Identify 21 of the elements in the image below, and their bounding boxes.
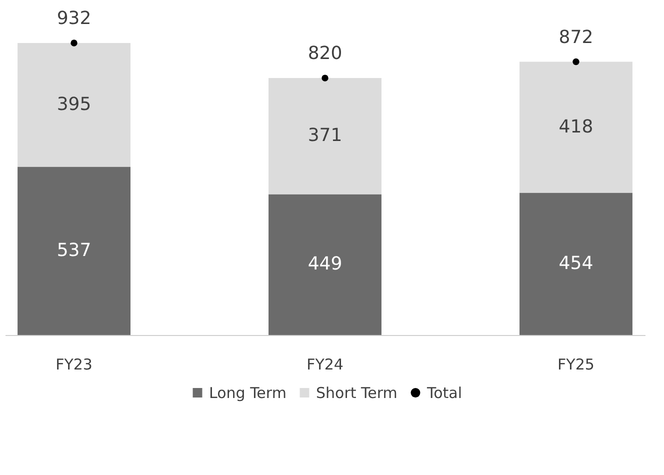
x-tick-label: FY25 xyxy=(558,356,594,374)
data-label: 820 xyxy=(308,43,342,64)
data-label: 872 xyxy=(558,26,594,48)
data-label: 418 xyxy=(558,116,594,138)
bar xyxy=(18,166,130,335)
legend-label: Long Term xyxy=(209,384,286,402)
legend-label: Total xyxy=(426,384,462,402)
bar xyxy=(18,42,130,167)
bar xyxy=(268,194,382,335)
data-label: 395 xyxy=(56,94,92,115)
data-label: 449 xyxy=(308,254,342,275)
x-tick-label: FY24 xyxy=(306,356,344,374)
bar xyxy=(268,78,382,194)
data-label: 537 xyxy=(56,240,92,261)
x-tick-label: FY23 xyxy=(56,356,92,374)
bar xyxy=(520,192,632,335)
data-label: 932 xyxy=(56,8,92,29)
data-label: 371 xyxy=(308,125,342,146)
bar xyxy=(520,62,632,193)
data-label: 454 xyxy=(558,252,594,274)
legend-label: Short Term xyxy=(316,384,398,402)
